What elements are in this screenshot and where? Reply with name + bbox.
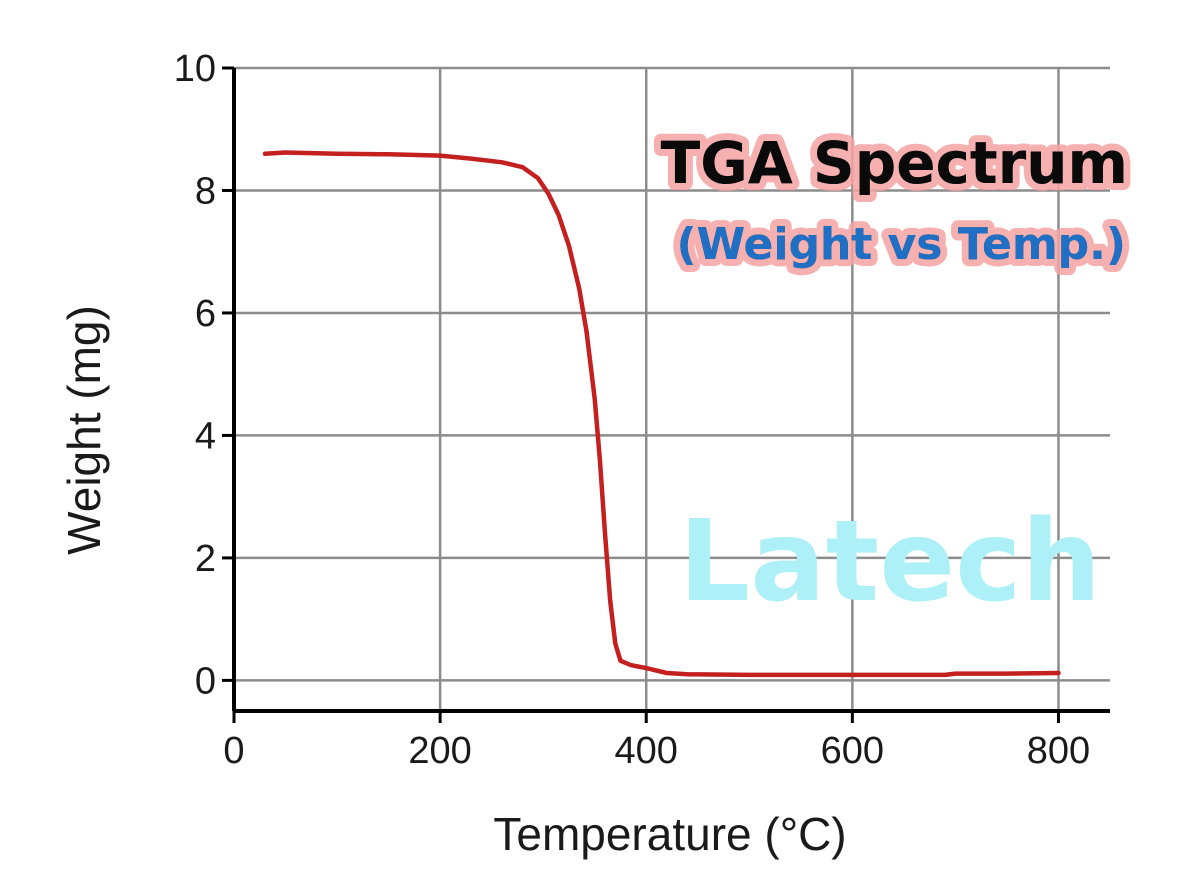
y-axis-title: Weight (mg): [58, 305, 110, 555]
series-layer: [262, 150, 1061, 678]
y-tick-label-8: 8: [195, 170, 216, 212]
y-tick-label-0: 0: [195, 660, 216, 702]
x-tick-label-800: 800: [1027, 730, 1090, 772]
axes: [222, 66, 1110, 723]
x-tick-label-600: 600: [821, 730, 884, 772]
grid-lines: [234, 66, 1110, 711]
chart-subtitle: (Weight vs Temp.): [676, 219, 1126, 270]
x-axis-title: Temperature (°C): [493, 808, 846, 860]
chart-subtitle-glow: (Weight vs Temp.): [676, 219, 1126, 270]
watermark: Latech: [679, 497, 1102, 627]
x-tick-label-400: 400: [615, 730, 678, 772]
y-tick-label-6: 6: [195, 293, 216, 335]
chart-title-glow: TGA Spectrum: [661, 129, 1128, 197]
chart-title: TGA Spectrum: [661, 129, 1128, 197]
y-tick-label-2: 2: [195, 538, 216, 580]
y-tick-label-4: 4: [195, 415, 216, 457]
x-tick-label-0: 0: [223, 730, 244, 772]
x-tick-label-200: 200: [408, 730, 471, 772]
tick-labels: 0 2 4 6 8 10 0 200 400 600 800: [174, 48, 1090, 772]
y-tick-label-10: 10: [174, 48, 216, 90]
series-line-0: [262, 150, 1061, 678]
